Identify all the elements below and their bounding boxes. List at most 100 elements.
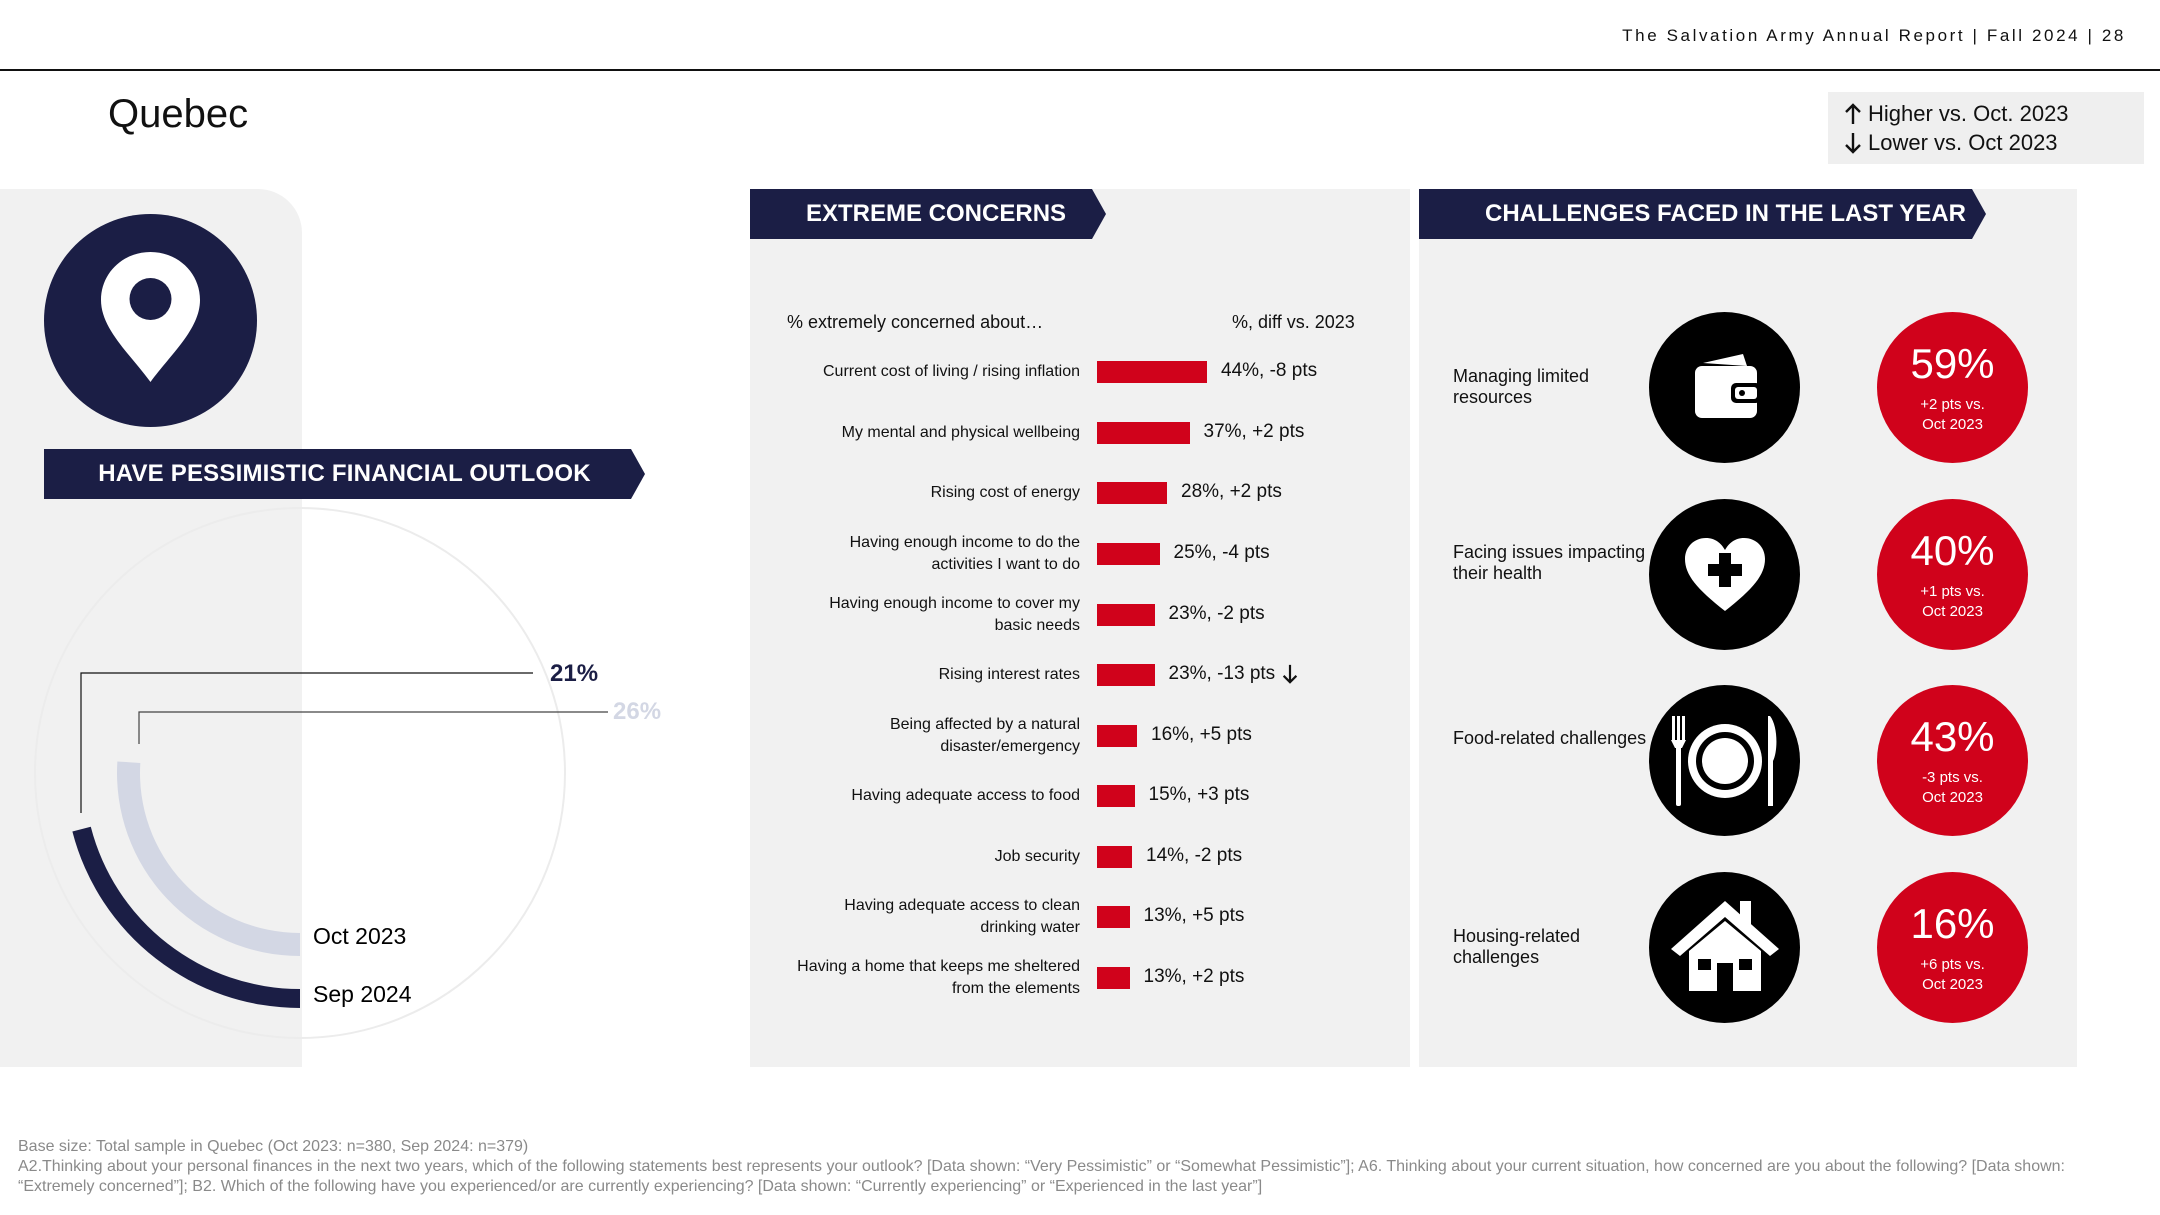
concern-bar [1097, 846, 1132, 868]
stat-percent: 59% [1910, 340, 1995, 387]
pct-label-sep-2024: 21% [550, 660, 598, 687]
question-note: A2.Thinking about your personal finances… [18, 1158, 2065, 1195]
concern-label: Having adequate access to clean drinking … [720, 895, 1080, 939]
concern-label: Rising interest rates [720, 664, 1080, 686]
location-pin-icon [44, 214, 257, 427]
concern-value-label: 23%, -2 pts [1169, 603, 1265, 625]
legend-higher-label: Higher vs. Oct. 2023 [1868, 100, 2069, 126]
concern-value-text: 14%, -2 pts [1146, 845, 1243, 866]
leader-line-sep-2024 [80, 672, 533, 813]
concern-label-line: Rising cost of energy [930, 484, 1080, 501]
concern-label: Having a home that keeps me sheltered fro… [720, 956, 1080, 1000]
concern-label: Having adequate access to food [720, 785, 1080, 807]
concern-value-text: 15%, +3 pts [1148, 784, 1250, 805]
significance-legend: Higher vs. Oct. 2023 Lower vs. Oct 2023 [1828, 92, 2144, 164]
legend-higher: Higher vs. Oct. 2023 [1828, 99, 2144, 128]
donut-guide-ring [34, 507, 566, 1039]
concern-bar [1097, 361, 1207, 383]
concern-bar [1097, 906, 1130, 928]
stat-diff: +2 pts vs. Oct 2023 [1877, 395, 2028, 435]
concern-value-text: 23%, -2 pts [1168, 603, 1265, 624]
concern-label: Having enough income to do the activities… [720, 532, 1080, 576]
stat-diff-line: +6 pts vs. [1920, 956, 1985, 973]
concern-value-label: 28%, +2 pts [1181, 481, 1282, 503]
arrow-down-icon [1845, 132, 1861, 154]
concern-value-text: 25%, -4 pts [1173, 542, 1270, 563]
concern-label-line: Rising interest rates [938, 666, 1080, 683]
report-header: The Salvation Army Annual Report | Fall … [1622, 26, 2126, 45]
stat-percent: 40% [1910, 527, 1995, 574]
concern-bar [1097, 967, 1130, 989]
concern-value-text: 23%, -13 pts [1168, 663, 1276, 684]
concern-label: Being affected by a natural disaster/emer… [720, 714, 1080, 758]
heart-plus-icon [1649, 499, 1800, 650]
concern-label: Job security [720, 846, 1080, 868]
concern-value-text: 28%, +2 pts [1181, 481, 1282, 502]
challenges-banner: CHALLENGES FACED IN THE LAST YEAR [1419, 189, 1986, 239]
concern-value-text: 37%, +2 pts [1203, 421, 1305, 442]
header-divider [0, 69, 2160, 71]
leader-line-oct-2023 [138, 711, 608, 744]
wallet-icon [1649, 312, 1800, 463]
stat-percent: 43% [1910, 713, 1995, 760]
plate-cutlery-icon [1649, 685, 1800, 836]
concern-value-label: 25%, -4 pts [1174, 542, 1270, 564]
concern-value-label: 15%, +3 pts [1149, 784, 1250, 806]
concern-label-line: Having adequate access to clean [844, 897, 1080, 914]
house-icon [1649, 872, 1800, 1023]
page-title: Quebec [108, 92, 249, 136]
concern-label-line: Current cost of living / rising inflatio… [823, 363, 1080, 380]
stat-diff-line: Oct 2023 [1922, 603, 1983, 620]
stat-diff-line: Oct 2023 [1922, 416, 1983, 433]
stat-badge: 16% +6 pts vs. Oct 2023 [1877, 872, 2028, 1023]
donut-arc-oct-2023 [117, 761, 300, 956]
concern-value-label: 23%, -13 pts [1169, 663, 1300, 685]
outlook-donut-chart: 21% 26% Oct 2023 Sep 2024 [34, 507, 661, 1039]
concern-label-line: Having adequate access to food [851, 787, 1080, 804]
concern-label-line: from the elements [951, 980, 1080, 997]
arrow-down-icon [1283, 664, 1298, 684]
concern-label-line: Having enough income to do the [849, 534, 1080, 551]
stat-badge: 59% +2 pts vs. Oct 2023 [1877, 312, 2028, 463]
concern-value-text: 44%, -8 pts [1221, 360, 1318, 381]
base-size-note: Base size: Total sample in Quebec (Oct 2… [18, 1138, 529, 1155]
challenge-label: Food-related challenges [1453, 728, 1647, 748]
stat-badge: 43% -3 pts vs. Oct 2023 [1877, 685, 2028, 836]
concern-label-line: disaster/emergency [940, 738, 1080, 755]
concern-value-label: 13%, +5 pts [1144, 905, 1245, 927]
stat-diff: -3 pts vs. Oct 2023 [1877, 768, 2028, 808]
outlook-banner: HAVE PESSIMISTIC FINANCIAL OUTLOOK [44, 449, 645, 499]
concern-bar [1097, 543, 1160, 565]
concerns-column-header: % extremely concerned about… [787, 312, 1044, 332]
concern-label: My mental and physical wellbeing [720, 422, 1080, 444]
concern-bar [1097, 725, 1137, 747]
concern-label-line: activities I want to do [931, 556, 1080, 573]
challenge-label: Managing limited resources [1453, 366, 1590, 407]
concern-label: Having enough income to cover my basic ne… [720, 593, 1080, 637]
concern-value-label: 14%, -2 pts [1146, 845, 1242, 867]
stat-percent: 16% [1910, 900, 1995, 947]
concern-label-line: Job security [994, 848, 1080, 865]
concern-value-label: 44%, -8 pts [1221, 360, 1317, 382]
concern-label-line: My mental and physical wellbeing [841, 424, 1080, 441]
period-label-oct-2023: Oct 2023 [313, 923, 406, 949]
stat-diff-line: +2 pts vs. [1920, 396, 1985, 413]
concern-value-text: 13%, +5 pts [1143, 905, 1245, 926]
stat-diff-line: Oct 2023 [1922, 789, 1983, 806]
legend-lower: Lower vs. Oct 2023 [1828, 128, 2144, 157]
arrow-up-icon [1845, 102, 1861, 124]
concern-label: Current cost of living / rising inflatio… [720, 361, 1080, 383]
concern-label-line: drinking water [980, 919, 1080, 936]
concern-bar [1097, 664, 1155, 686]
stat-diff-line: +1 pts vs. [1920, 583, 1985, 600]
concern-label-line: basic needs [994, 617, 1080, 634]
stat-diff-line: Oct 2023 [1922, 976, 1983, 993]
stat-badge: 40% +1 pts vs. Oct 2023 [1877, 499, 2028, 650]
legend-lower-label: Lower vs. Oct 2023 [1868, 129, 2058, 155]
pct-label-oct-2023: 26% [613, 698, 661, 725]
challenge-label: Facing issues impacting their health [1453, 542, 1646, 583]
stat-diff: +6 pts vs. Oct 2023 [1877, 955, 2028, 995]
diff-column-header: %, diff vs. 2023 [1232, 312, 1355, 332]
concern-label-line: Being affected by a natural [889, 716, 1080, 733]
concern-value-label: 16%, +5 pts [1151, 724, 1252, 746]
